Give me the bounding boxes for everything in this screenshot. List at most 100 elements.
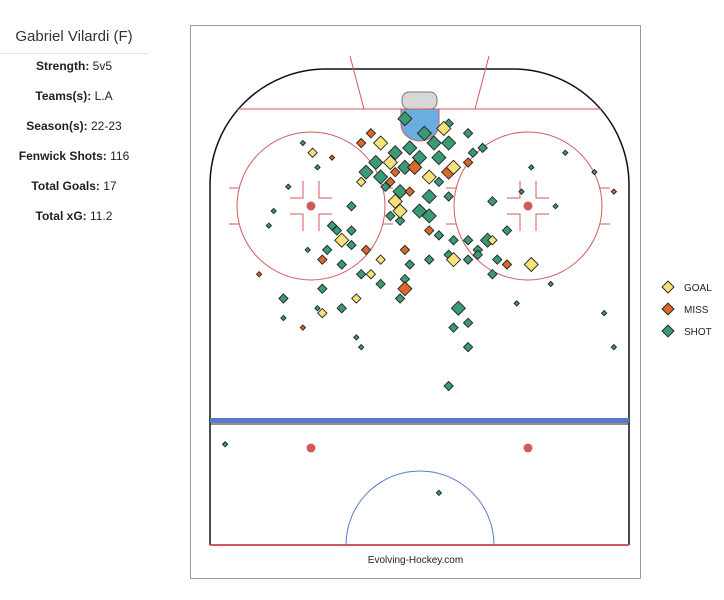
shot-point-70 — [462, 254, 474, 265]
shot-point-10 — [441, 135, 457, 151]
stat-seasons-value: 22-23 — [91, 119, 122, 133]
shot-point-64 — [610, 343, 618, 351]
shot-point-44 — [331, 225, 343, 236]
goal-point-10 — [334, 232, 350, 248]
shot-point-11 — [358, 164, 374, 180]
shot-point-35 — [467, 147, 479, 158]
goal-point-5 — [421, 169, 437, 185]
shot-point-57 — [353, 334, 360, 341]
shot-point-58 — [280, 314, 287, 322]
shot-point-42 — [270, 207, 277, 215]
goal-point-2 — [372, 135, 389, 151]
shot-point-15 — [421, 188, 437, 205]
shot-point-49 — [404, 259, 416, 270]
goal-point-1 — [436, 120, 452, 137]
shot-point-73 — [433, 230, 445, 241]
trapezoid-left — [349, 55, 365, 110]
blue-line — [210, 418, 629, 423]
trapezoid-right — [474, 55, 490, 110]
miss-point-4 — [389, 166, 401, 178]
shot-point-21 — [346, 225, 357, 236]
miss-point-12 — [397, 281, 413, 297]
miss-point-6 — [407, 159, 423, 175]
miss-point-11 — [317, 254, 328, 265]
miss-point-14 — [255, 270, 263, 278]
shot-points — [221, 111, 618, 497]
shot-point-76 — [462, 317, 474, 329]
neutral-dot-left — [306, 443, 316, 453]
shot-point-7 — [368, 154, 384, 171]
stat-goals: Total Goals: 17 — [0, 179, 148, 193]
shot-point-46 — [336, 302, 347, 314]
goal-net — [401, 91, 438, 110]
shot-point-65 — [221, 441, 229, 448]
stat-strength: Strength: 5v5 — [0, 59, 148, 73]
shot-point-32 — [591, 168, 598, 176]
shot-point-22 — [346, 239, 357, 251]
shot-point-50 — [375, 278, 386, 290]
shot-point-54 — [443, 380, 454, 392]
shot-point-37 — [462, 128, 474, 139]
stat-strength-value: 5v5 — [92, 59, 113, 73]
shot-point-74 — [385, 210, 396, 222]
faceoff-circle-left — [236, 131, 386, 281]
goal-point-16 — [523, 256, 539, 273]
miss-point-5 — [385, 176, 396, 188]
source-footer: Evolving-Hockey.com — [367, 555, 464, 566]
shot-point-55 — [435, 489, 443, 497]
shot-point-28 — [492, 254, 503, 265]
legend: GOAL MISS SHOT — [661, 280, 712, 338]
shot-point-4 — [402, 140, 418, 156]
legend-marker-miss — [661, 302, 675, 316]
shot-point-12 — [372, 169, 389, 185]
goal-point-13 — [351, 293, 362, 304]
shot-point-75 — [346, 200, 357, 212]
shot-point-19 — [421, 208, 437, 224]
shot-point-63 — [600, 309, 608, 317]
faceoff-dot-left — [306, 201, 316, 211]
stat-teams: Teams(s): L.A — [0, 89, 148, 103]
faceoff-hash-marks — [229, 181, 610, 231]
stat-xg-label: Total xG: — [35, 209, 87, 223]
goal-point-4 — [445, 159, 462, 175]
shot-point-45 — [317, 283, 328, 295]
goal-point-7 — [307, 147, 318, 158]
stat-fenwick-value: 116 — [110, 149, 130, 163]
shot-point-31 — [518, 188, 525, 195]
legend-label-goal: GOAL — [684, 283, 712, 294]
shot-point-78 — [513, 300, 520, 307]
shot-point-67 — [423, 254, 435, 265]
shot-point-62 — [265, 222, 273, 229]
miss-point-18 — [328, 154, 336, 161]
miss-point-17 — [299, 324, 307, 331]
shot-point-41 — [285, 183, 292, 190]
shot-point-3 — [426, 135, 442, 151]
goal-point-9 — [392, 203, 408, 219]
legend-label-miss: MISS — [684, 305, 709, 316]
rink-boards — [209, 68, 630, 545]
miss-point-1 — [365, 128, 377, 139]
shot-point-17 — [433, 176, 445, 188]
miss-point-10 — [360, 244, 372, 256]
goal-point-12 — [365, 268, 377, 280]
goal-point-3 — [382, 154, 398, 171]
stat-seasons: Season(s): 22-23 — [0, 119, 148, 133]
miss-point-2 — [355, 137, 367, 149]
shot-point-51 — [450, 300, 467, 316]
center-circle — [345, 470, 495, 546]
shot-point-77 — [547, 280, 554, 288]
shot-point-72 — [487, 268, 498, 280]
faceoff-circle-right — [453, 131, 603, 281]
rink-frame — [190, 25, 641, 579]
shot-point-25 — [462, 234, 474, 246]
shot-point-59 — [314, 304, 321, 312]
stat-teams-value: L.A — [94, 89, 113, 103]
shot-point-47 — [394, 293, 406, 304]
miss-point-8 — [404, 186, 416, 197]
goal-point-14 — [317, 307, 328, 319]
shot-point-60 — [355, 268, 367, 280]
shot-point-33 — [562, 149, 569, 156]
stat-fenwick: Fenwick Shots: 116 — [0, 149, 148, 163]
shot-point-36 — [477, 142, 488, 154]
miss-point-16 — [610, 188, 618, 195]
